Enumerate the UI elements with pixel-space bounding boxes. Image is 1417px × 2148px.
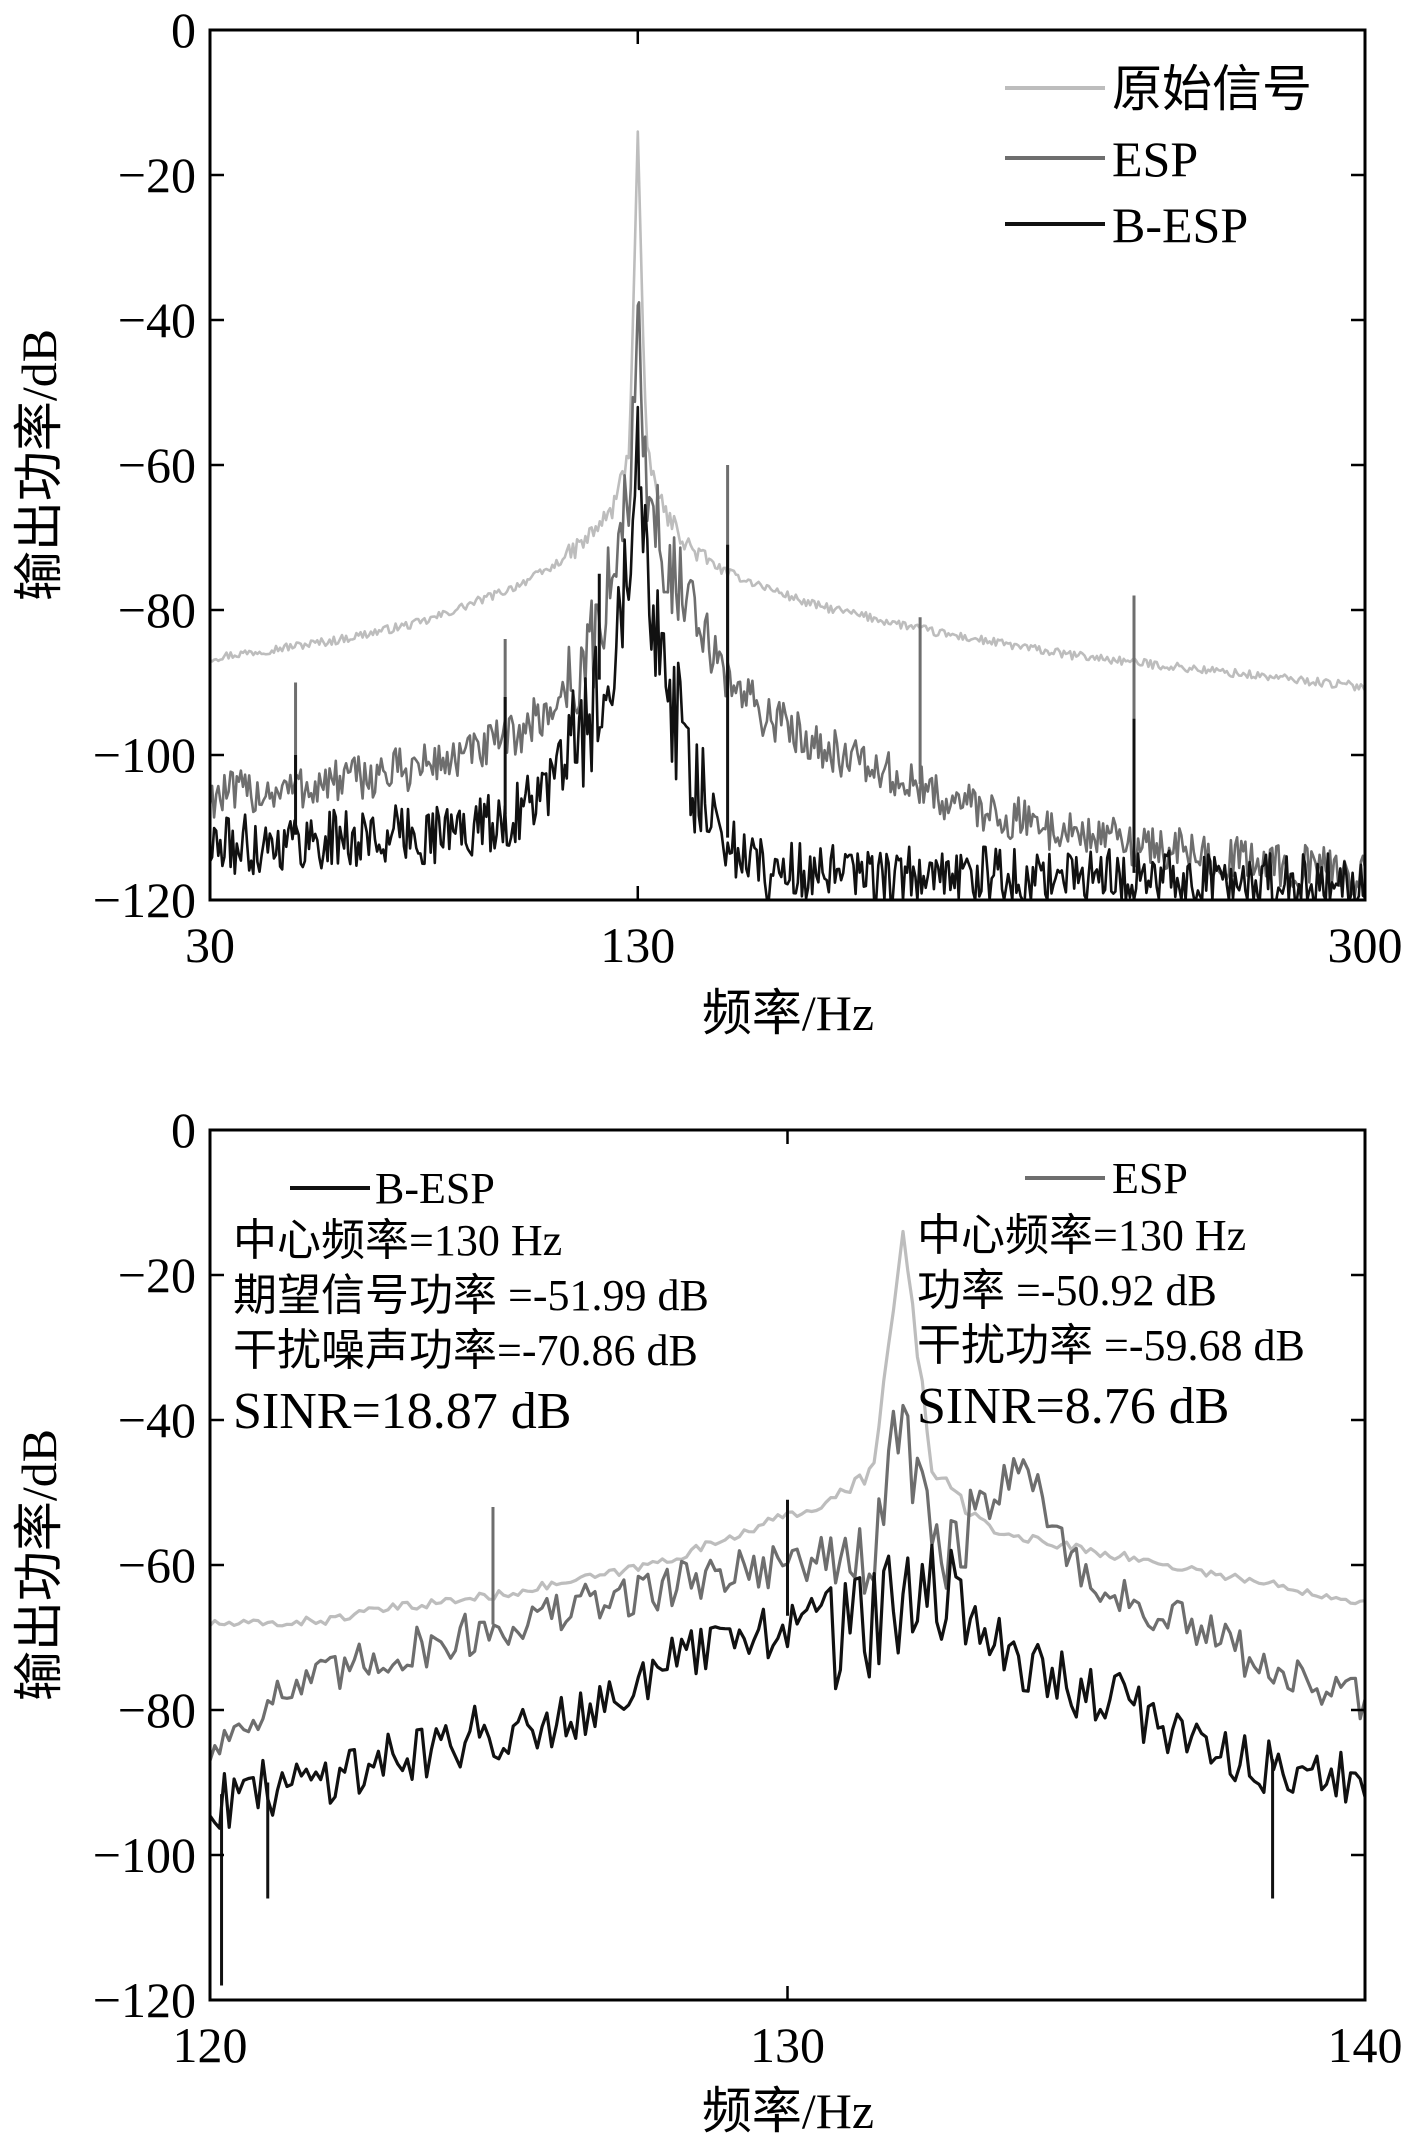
x-tick-label: 140 bbox=[1328, 2017, 1403, 2073]
bottom-chart-series bbox=[208, 1229, 1367, 1986]
x-tick-label: 130 bbox=[750, 2017, 825, 2073]
series-line-b-esp bbox=[208, 1543, 1367, 1830]
y-tick-label: 0 bbox=[171, 2, 196, 58]
annot-right-interference: 干扰功率 =-59.68 dB bbox=[917, 1321, 1305, 1370]
y-tick-label: −80 bbox=[118, 1682, 196, 1738]
annot-right-power: 功率 =-50.92 dB bbox=[917, 1266, 1217, 1315]
annot-left-signal-power: 期望信号功率 =-51.99 dB bbox=[233, 1271, 709, 1320]
top-chart-series bbox=[208, 130, 1367, 902]
legend-label-esp-bottom: ESP bbox=[1112, 1154, 1188, 1203]
top-chart-ylabel: 输出功率/dB bbox=[11, 329, 67, 601]
annot-right-sinr: SINR=8.76 dB bbox=[917, 1378, 1229, 1435]
bottom-chart-xlabel: 频率/Hz bbox=[702, 2083, 874, 2139]
x-tick-label: 130 bbox=[600, 917, 675, 973]
x-tick-label: 120 bbox=[173, 2017, 248, 2073]
y-tick-label: −40 bbox=[118, 1392, 196, 1448]
y-tick-label: −60 bbox=[118, 1537, 196, 1593]
y-tick-label: −120 bbox=[93, 1972, 196, 2028]
top-chart-legend: 原始信号 ESP B-ESP bbox=[1005, 61, 1312, 253]
y-tick-label: −80 bbox=[118, 582, 196, 638]
bottom-chart-annotation-right: 中心频率=130 Hz 功率 =-50.92 dB 干扰功率 =-59.68 d… bbox=[917, 1211, 1305, 1435]
series-line-esp bbox=[208, 300, 1367, 899]
legend-label-besp: B-ESP bbox=[1112, 197, 1248, 253]
series-line-original bbox=[209, 130, 1367, 692]
x-tick-label: 300 bbox=[1328, 917, 1403, 973]
y-tick-label: −20 bbox=[118, 1247, 196, 1303]
y-tick-label: −120 bbox=[93, 872, 196, 928]
annot-left-center-freq: 中心频率=130 Hz bbox=[233, 1216, 562, 1265]
series-line-b-esp bbox=[208, 405, 1366, 902]
legend-label-besp-bottom: B-ESP bbox=[375, 1164, 495, 1213]
bottom-chart-annotation-left: 中心频率=130 Hz 期望信号功率 =-51.99 dB 干扰噪声功率=-70… bbox=[233, 1216, 709, 1440]
legend-label-original: 原始信号 bbox=[1112, 61, 1312, 117]
y-tick-label: −60 bbox=[118, 437, 196, 493]
y-tick-label: −20 bbox=[118, 147, 196, 203]
y-tick-label: 0 bbox=[171, 1102, 196, 1158]
annot-right-center-freq: 中心频率=130 Hz bbox=[917, 1211, 1246, 1260]
y-tick-label: −40 bbox=[118, 292, 196, 348]
legend-label-esp: ESP bbox=[1112, 131, 1198, 187]
x-tick-label: 30 bbox=[185, 917, 235, 973]
top-chart-xlabel: 频率/Hz bbox=[702, 985, 874, 1041]
y-tick-label: −100 bbox=[93, 1827, 196, 1883]
bottom-chart-ylabel: 输出功率/dB bbox=[11, 1429, 67, 1701]
y-tick-label: −100 bbox=[93, 727, 196, 783]
annot-left-interference-noise: 干扰噪声功率=-70.86 dB bbox=[233, 1326, 698, 1375]
bottom-chart-legend: B-ESP ESP bbox=[290, 1154, 1188, 1213]
annot-left-sinr: SINR=18.87 dB bbox=[233, 1383, 571, 1440]
